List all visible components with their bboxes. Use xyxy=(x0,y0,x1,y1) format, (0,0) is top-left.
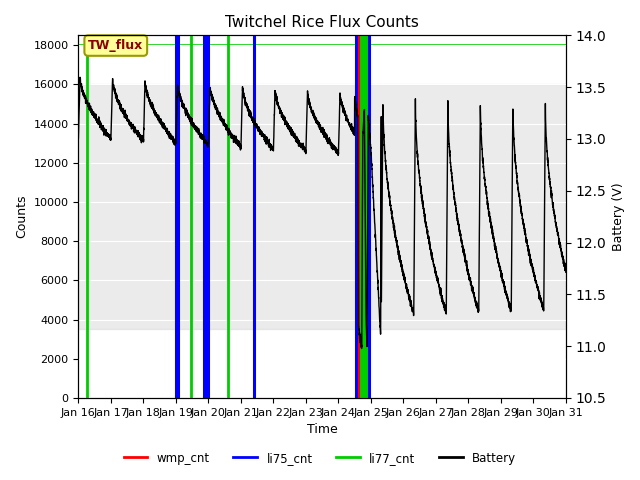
Y-axis label: Battery (V): Battery (V) xyxy=(612,182,625,251)
Title: Twitchel Rice Flux Counts: Twitchel Rice Flux Counts xyxy=(225,15,419,30)
Bar xyxy=(79,84,566,329)
Text: TW_flux: TW_flux xyxy=(88,39,143,52)
Legend: wmp_cnt, li75_cnt, li77_cnt, Battery: wmp_cnt, li75_cnt, li77_cnt, Battery xyxy=(119,447,521,469)
Y-axis label: Counts: Counts xyxy=(15,195,28,239)
X-axis label: Time: Time xyxy=(307,423,337,436)
